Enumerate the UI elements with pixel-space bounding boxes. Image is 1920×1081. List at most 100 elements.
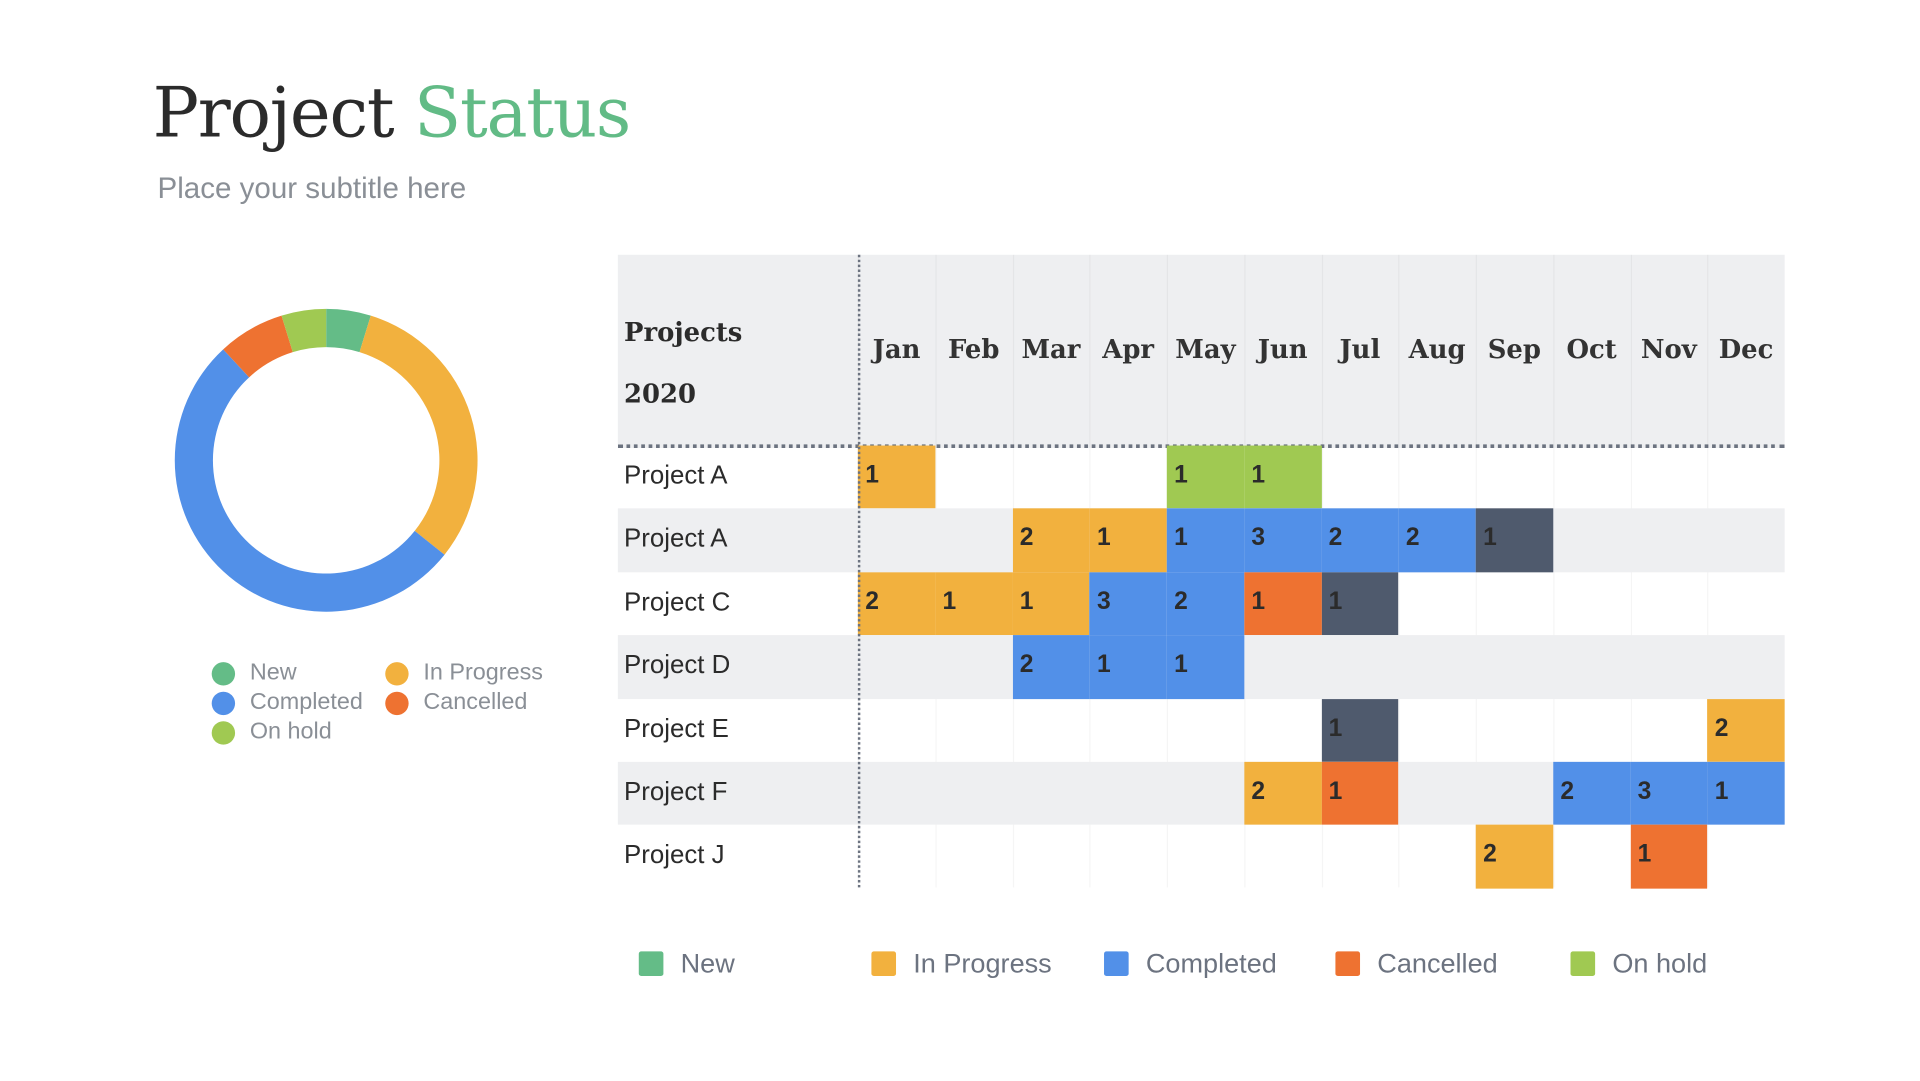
status-cell-inprogress: 1 [935,572,1013,636]
cell-value: 1 [1328,588,1343,616]
status-cell-completed: 1 [1166,635,1245,699]
status-cell-inprogress: 2 [1707,698,1785,762]
status-cell-completed: 2 [1552,761,1631,826]
status-cell-cancelled: 1 [1244,572,1322,636]
bottom-legend-cancelled: Cancelled [1335,947,1498,980]
row-label: Project A [624,524,728,554]
table-row: Project D 2 1 1 [617,635,1785,699]
status-cell-onhold: 1 [1166,445,1245,509]
row-label: Project F [624,777,728,807]
cell-value: 1 [1714,777,1729,805]
cell-value: 3 [1637,777,1652,805]
cell-value: 1 [1328,777,1343,805]
cell-value: 1 [1019,588,1034,616]
table-row: Project F 2 1 2 3 1 [617,761,1785,826]
cell-value: 1 [1174,651,1188,679]
month-header-jul: Jul [1339,333,1381,365]
table-row: Project C 2 1 1 3 2 1 1 [618,572,1785,636]
donut-legend-completed: Completed [211,689,386,716]
cell-value: 2 [1714,714,1729,742]
legend-square-icon [1104,951,1129,977]
status-cell-completed: 3 [1244,508,1322,573]
donut-slice-onhold [281,308,327,353]
cell-value: 1 [1328,714,1343,742]
legend-square-icon [638,951,664,977]
donut-slice-new [326,308,371,353]
cell-value: 1 [1096,524,1111,552]
cell-value: 2 [1328,524,1343,552]
legend-label: New [249,659,297,686]
month-header-may: May [1175,333,1236,365]
legend-dot-icon [211,720,236,745]
cell-value: 2 [1405,524,1420,552]
status-cell-onhold: 1 [1244,445,1322,509]
cell-value: 1 [865,461,879,489]
legend-dot-icon [385,661,409,685]
legend-dot-icon [385,691,409,715]
cell-value: 1 [1174,461,1188,489]
donut-slice-cancelled [223,315,293,378]
page-subtitle: Place your subtitle here [157,172,467,206]
donut-legend-inprogress: In Progress [385,660,570,687]
row-label: Project D [624,651,731,680]
legend-dot-icon [211,691,236,715]
cell-value: 2 [1174,588,1188,616]
cell-value: 1 [942,588,957,616]
row-label: Project C [624,588,731,617]
cell-value: 1 [1251,588,1266,616]
legend-label: Cancelled [1377,947,1498,979]
status-cell-completed: 3 [1089,572,1167,636]
cell-value: 1 [1174,524,1188,552]
donut-legend-new: New [211,659,386,687]
header-projects: Projects [624,316,743,348]
month-header-apr: Apr [1102,333,1155,365]
month-header-oct: Oct [1566,333,1617,365]
row-label: Project A [624,461,728,490]
bottom-legend-completed: Completed [1104,948,1277,980]
table-row: Project A 1 1 1 [618,445,1785,509]
status-cell-completed: 2 [1321,508,1399,573]
legend-label: On hold [249,718,332,745]
legend-label: On hold [1612,947,1708,979]
status-cell-cancelled: 1 [1321,761,1399,826]
status-cell-completed: 1 [1089,635,1167,699]
legend-label: Cancelled [423,689,528,716]
month-header-nov: Nov [1640,333,1697,365]
header-label: Projects 2020 [624,302,742,425]
status-cell-completed: 3 [1630,761,1708,826]
legend-label: In Progress [423,659,543,686]
project-timeline-grid: Projects 2020 Jan Feb Mar Apr May Jun Jul Aug Sep… [617,254,1785,889]
header-year: 2020 [624,377,696,409]
status-cell-inprogress: 1 [1089,508,1167,573]
cell-value: 2 [1019,651,1034,679]
donut-slice-inprogress [359,315,478,555]
status-cell-inprogress: 2 [1012,508,1090,573]
cell-value: 1 [1483,524,1497,552]
cell-value: 1 [1637,841,1652,869]
month-header-feb: Feb [947,333,1000,365]
status-cell-dark: 1 [1321,698,1399,762]
cell-value: 2 [1560,777,1575,805]
bottom-legend-inprogress: In Progress [871,948,1052,980]
status-cell-cancelled: 1 [1630,825,1708,889]
legend-label: New [680,947,735,979]
table-row: Project E 1 2 [618,698,1785,762]
legend-label: Completed [249,689,363,716]
month-header-sep: Sep [1487,333,1541,365]
bottom-legend-new: New [638,947,735,980]
grid-header: Projects 2020 Jan Feb Mar Apr May Jun Jul Aug Sep… [617,254,1785,449]
status-cell-completed: 1 [1166,508,1245,573]
cell-value: 2 [1483,841,1497,869]
status-cell-dark: 1 [1475,508,1553,573]
status-cell-completed: 2 [1398,508,1476,573]
cell-value: 2 [1019,524,1034,552]
cell-value: 3 [1096,588,1111,616]
status-cell-dark: 1 [1321,572,1399,636]
status-cell-inprogress: 1 [1012,572,1090,636]
title-accent: Status [413,73,631,154]
donut-legend: New In Progress Completed Cancelled On h… [211,659,581,746]
title-main: Project [152,73,395,154]
month-header-aug: Aug [1408,333,1466,365]
status-cell-completed: 1 [1707,761,1785,826]
